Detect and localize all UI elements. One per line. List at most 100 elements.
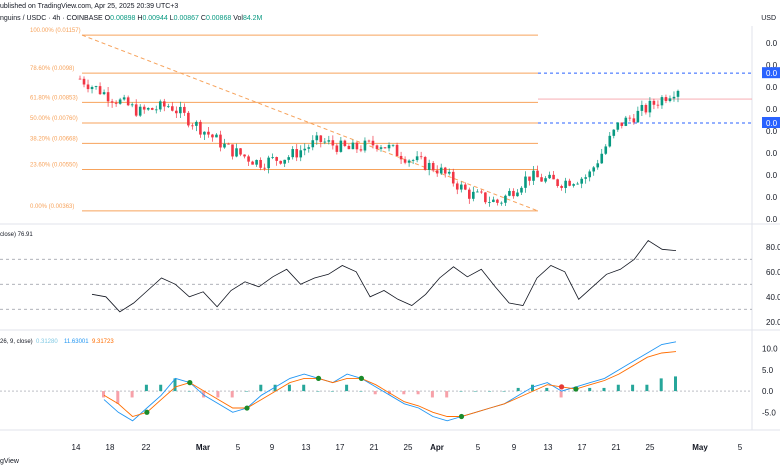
candle-body xyxy=(259,159,262,168)
candle-body xyxy=(162,101,166,107)
candle-body xyxy=(451,171,455,184)
candle-body xyxy=(110,101,114,103)
candle-body xyxy=(415,156,419,161)
candle-body xyxy=(271,157,274,158)
close-label: C xyxy=(200,15,206,22)
footer-brand: gView xyxy=(0,458,19,465)
candle-body xyxy=(644,104,648,113)
price-tick-label: 0.0 xyxy=(766,61,778,70)
x-tick-label: 17 xyxy=(578,443,587,452)
candle-body xyxy=(243,154,246,157)
candle-body xyxy=(247,156,250,162)
candle-body xyxy=(255,159,258,165)
open-label: O xyxy=(104,15,111,22)
rsi-tick-label: 80.0 xyxy=(766,243,780,252)
macd-histogram-bar xyxy=(273,384,277,392)
candle-body xyxy=(447,171,451,174)
candle-body xyxy=(628,117,632,119)
candle-body xyxy=(82,78,86,85)
candle-body xyxy=(251,161,254,165)
candle-body xyxy=(492,199,495,203)
low-label: L xyxy=(169,15,174,22)
candle-body xyxy=(516,192,519,197)
macd-histogram-bar xyxy=(144,384,148,392)
fib-trend-line xyxy=(81,34,539,212)
candle-body xyxy=(552,174,555,180)
candle-body xyxy=(512,190,515,197)
price-tick-label: 0.0 xyxy=(766,171,778,180)
candle-body xyxy=(520,187,523,193)
macd-cross-marker xyxy=(144,409,150,415)
candle-body xyxy=(640,104,644,111)
candle-body xyxy=(488,202,491,203)
candle-body xyxy=(106,92,110,102)
candle-body xyxy=(203,131,206,135)
candle-body xyxy=(126,97,130,106)
candle-body xyxy=(195,121,198,126)
x-tick-label: 13 xyxy=(302,443,311,452)
candle-body xyxy=(468,189,471,199)
candle-body xyxy=(207,131,210,135)
candle-body xyxy=(303,148,307,151)
macd-histogram-bar xyxy=(659,378,663,392)
candle-body xyxy=(540,177,543,182)
fib-level-label: 0.00% (0.00363) xyxy=(30,204,74,210)
candle-body xyxy=(263,167,266,169)
macd-histogram-bar xyxy=(259,384,263,392)
candle-body xyxy=(407,160,411,163)
x-tick-label: May xyxy=(692,443,708,452)
candle-body xyxy=(134,104,138,116)
rsi-tick-label: 60.0 xyxy=(766,268,780,277)
candle-body xyxy=(343,140,347,146)
macd-histogram-bar xyxy=(631,384,635,392)
candle-body xyxy=(287,157,290,160)
candle-body xyxy=(648,100,652,113)
candle-body xyxy=(239,148,242,155)
candle-body xyxy=(616,122,620,130)
candle-body xyxy=(588,171,592,178)
price-badge-label: 0.0 xyxy=(766,69,778,78)
fib-level-label: 23.60% (0.00550) xyxy=(30,163,78,169)
candle-body xyxy=(223,143,226,148)
signal-line xyxy=(103,351,677,418)
candle-body xyxy=(347,145,351,150)
macd-histogram-bar xyxy=(130,391,134,398)
macd-tick-label: -5.0 xyxy=(762,408,776,417)
macd-histogram-bar xyxy=(116,391,120,404)
candle-body xyxy=(439,167,443,174)
macd-histogram-bar xyxy=(674,376,677,392)
macd-histogram-bar xyxy=(187,391,191,392)
candle-body xyxy=(150,108,154,110)
symbol-label[interactable]: nguins / USDC · 4h · COINBASE xyxy=(0,15,103,22)
x-tick-label: Apr xyxy=(430,443,444,452)
volume-value: 84.2M xyxy=(242,15,263,22)
price-tick-label: 0.0 xyxy=(766,215,778,224)
macd-histogram-bar xyxy=(616,384,620,392)
macd-histogram-bar xyxy=(459,391,463,392)
candle-body xyxy=(187,112,190,126)
candle-body xyxy=(532,170,535,181)
x-tick-label: 5 xyxy=(236,443,241,452)
candle-body xyxy=(158,101,162,110)
macd-histogram-bar xyxy=(488,391,492,392)
candle-body xyxy=(528,176,531,181)
candle-body xyxy=(383,147,387,149)
candle-body xyxy=(423,157,427,170)
macd-legend-value: 0.31280 xyxy=(36,339,58,345)
candle-body xyxy=(98,86,102,95)
x-tick-label: 17 xyxy=(336,443,345,452)
candle-body xyxy=(371,140,375,146)
macd-histogram-bar xyxy=(416,391,420,395)
price-tick-label: 0.0 xyxy=(766,39,778,48)
candle-body xyxy=(431,162,435,171)
currency-label[interactable]: USD xyxy=(761,15,776,22)
candle-body xyxy=(375,145,379,149)
candle-body xyxy=(548,174,551,179)
candle-body xyxy=(536,170,539,178)
candle-body xyxy=(564,180,567,188)
candle-body xyxy=(275,157,278,161)
price-badge-label: 0.0 xyxy=(766,119,778,128)
candle-body xyxy=(86,84,90,90)
candle-body xyxy=(612,129,616,136)
